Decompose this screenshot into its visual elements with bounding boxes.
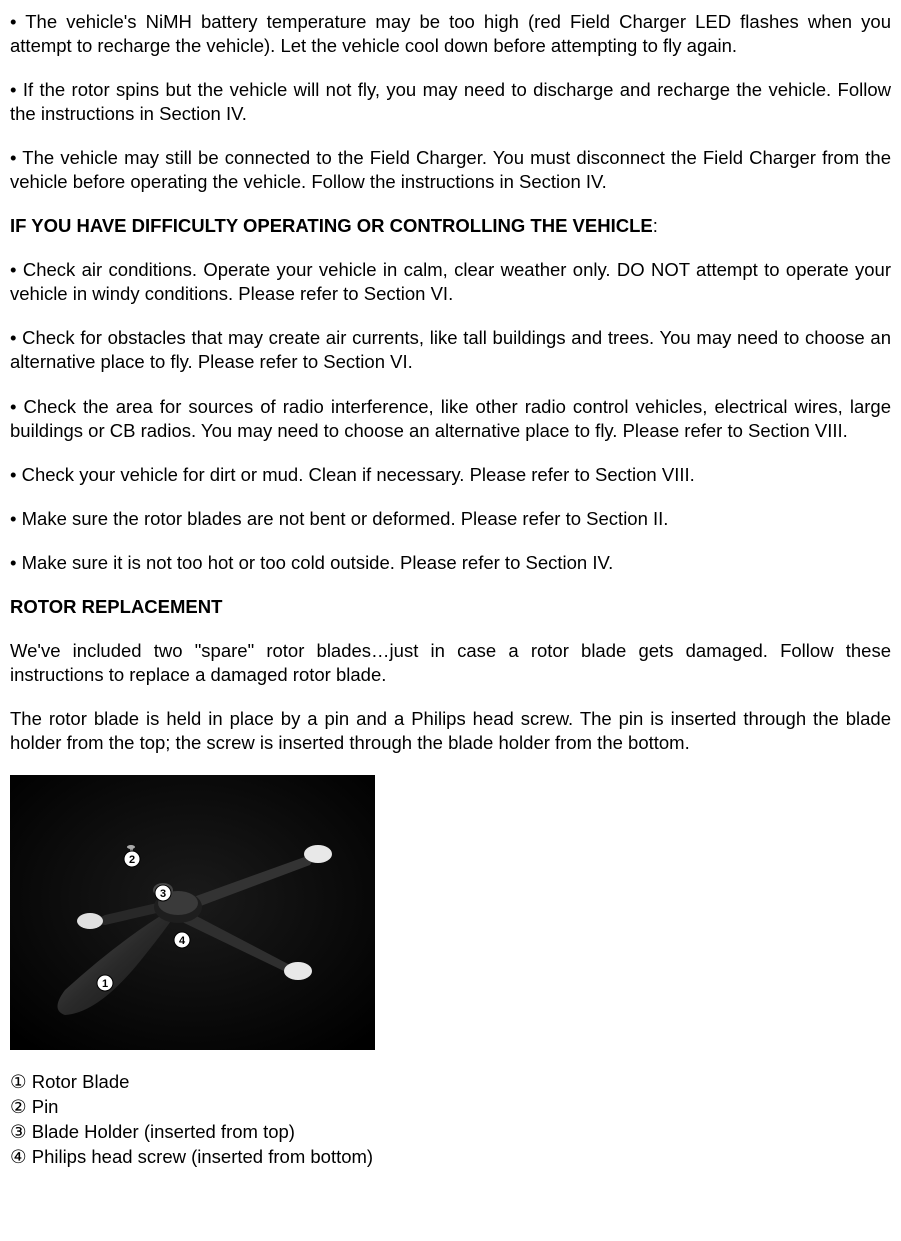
heading-difficulty: IF YOU HAVE DIFFICULTY OPERATING OR CONT… — [10, 214, 891, 238]
callout-4: 4 — [174, 932, 190, 948]
bullet-obstacles: • Check for obstacles that may create ai… — [10, 326, 891, 374]
bullet-radio: • Check the area for sources of radio in… — [10, 395, 891, 443]
callout-2: 2 — [124, 851, 140, 867]
heading-rotor: ROTOR REPLACEMENT — [10, 595, 891, 619]
svg-text:3: 3 — [160, 888, 166, 900]
rotor-para-1: We've included two "spare" rotor blades…… — [10, 639, 891, 687]
bullet-field-charger: • The vehicle may still be connected to … — [10, 146, 891, 194]
heading-difficulty-text: IF YOU HAVE DIFFICULTY OPERATING OR CONT… — [10, 215, 653, 236]
bullet-temp: • Make sure it is not too hot or too col… — [10, 551, 891, 575]
diagram-legend: ① Rotor Blade ② Pin ③ Blade Holder (inse… — [10, 1070, 891, 1170]
legend-2: ② Pin — [10, 1095, 891, 1120]
rotor-diagram: 1 2 3 4 — [10, 775, 375, 1050]
legend-1: ① Rotor Blade — [10, 1070, 891, 1095]
legend-3: ③ Blade Holder (inserted from top) — [10, 1120, 891, 1145]
bullet-nimh: • The vehicle's NiMH battery temperature… — [10, 10, 891, 58]
svg-text:4: 4 — [179, 935, 186, 947]
bullet-dirt: • Check your vehicle for dirt or mud. Cl… — [10, 463, 891, 487]
bullet-blades: • Make sure the rotor blades are not ben… — [10, 507, 891, 531]
callout-3: 3 — [155, 885, 171, 901]
bullet-air: • Check air conditions. Operate your veh… — [10, 258, 891, 306]
svg-text:1: 1 — [102, 978, 108, 990]
rotor-diagram-svg: 1 2 3 4 — [10, 775, 375, 1050]
bullet-rotor-spins: • If the rotor spins but the vehicle wil… — [10, 78, 891, 126]
svg-text:2: 2 — [129, 854, 135, 866]
rotor-para-2: The rotor blade is held in place by a pi… — [10, 707, 891, 755]
callout-1: 1 — [97, 975, 113, 991]
legend-4: ④ Philips head screw (inserted from bott… — [10, 1145, 891, 1170]
heading-difficulty-colon: : — [653, 215, 658, 236]
